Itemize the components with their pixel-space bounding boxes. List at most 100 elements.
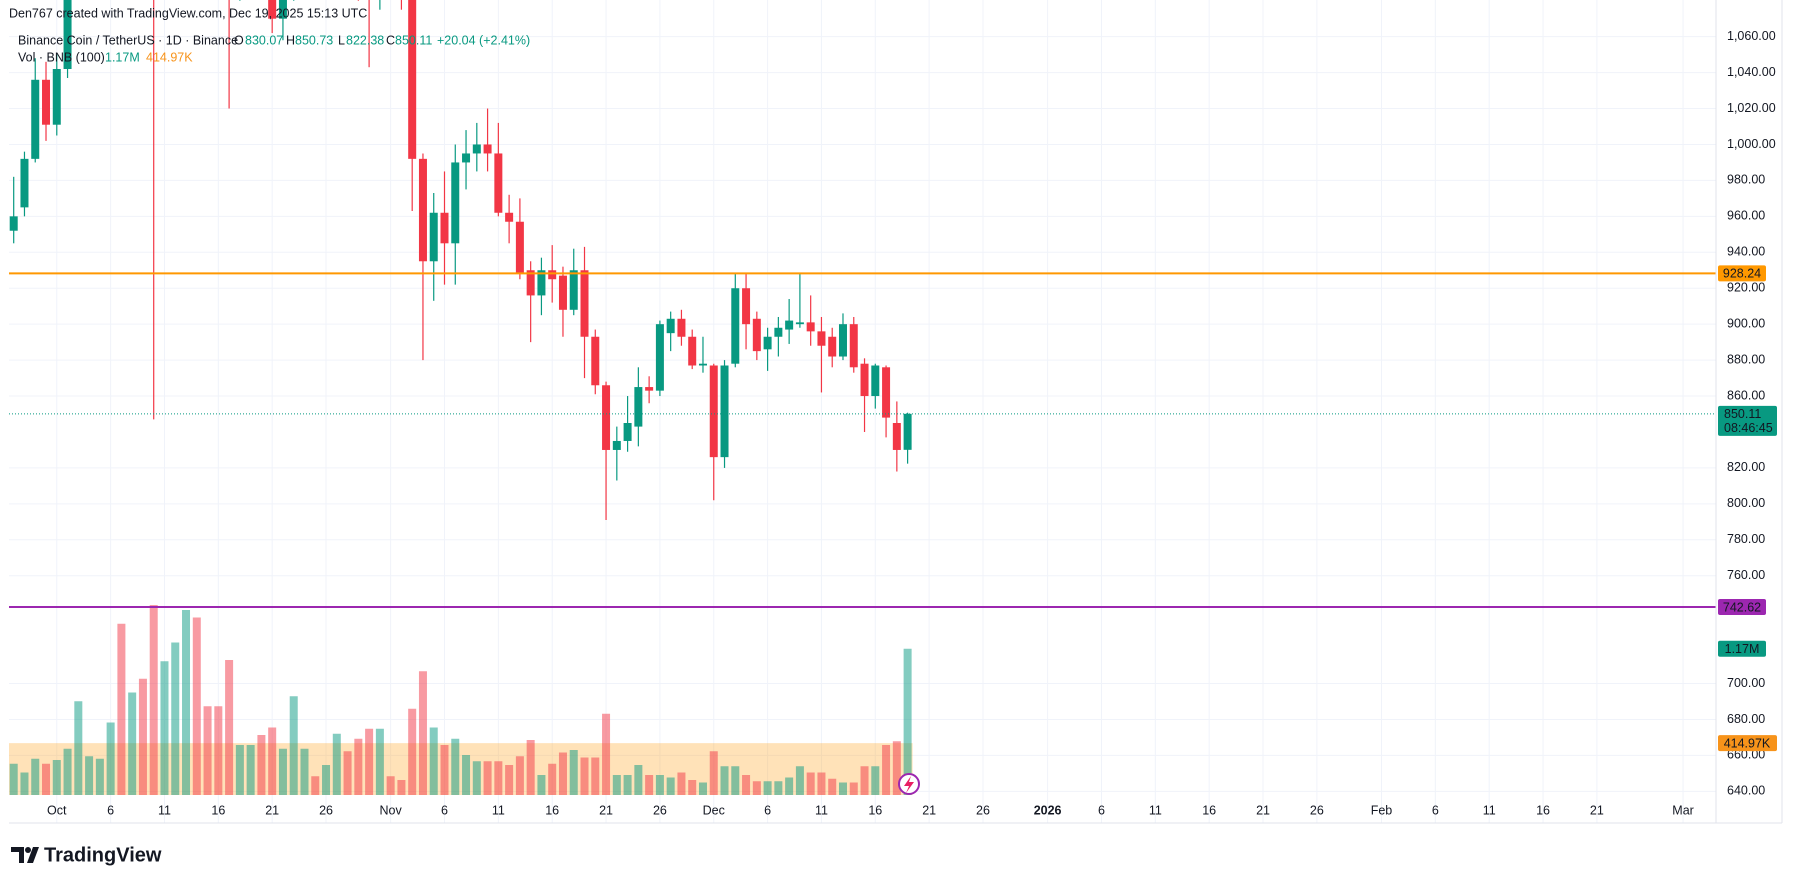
x-tick-label: 21: [1256, 803, 1270, 817]
volume-bar: [74, 701, 83, 795]
x-tick-label: 11: [1149, 803, 1162, 817]
candle-body: [882, 367, 891, 418]
candle-body: [817, 331, 826, 346]
attribution: Den767 created with TradingView.com, Dec…: [9, 6, 367, 20]
volume-bar: [785, 777, 794, 795]
volume-bar: [246, 745, 255, 795]
candle-body: [9, 216, 18, 231]
volume-bar: [31, 758, 40, 795]
candle-body: [634, 387, 643, 427]
candle-body: [526, 270, 535, 296]
volume-bar: [192, 617, 201, 795]
volume-ma-legend-value: 414.97K: [146, 50, 193, 64]
price-label: 742.62: [1723, 600, 1761, 614]
candle-body: [451, 162, 460, 244]
candle-body: [408, 0, 417, 159]
candle-body: [731, 288, 740, 364]
candle-body: [752, 318, 761, 352]
volume-bar: [289, 696, 298, 795]
volume-bar: [354, 738, 363, 795]
y-tick-label: 860.00: [1727, 388, 1765, 402]
candles: [9, 0, 912, 521]
volume-bar: [882, 745, 891, 795]
volume-bar: [300, 748, 309, 795]
legend-high: 850.73: [295, 33, 333, 47]
candle-body: [537, 270, 546, 296]
y-tick-label: 640.00: [1727, 784, 1765, 798]
volume-bar: [203, 706, 212, 795]
x-tick-label: 21: [599, 803, 613, 817]
volume-bar: [515, 756, 524, 795]
candle-body: [20, 158, 29, 208]
volume-bar: [838, 782, 847, 795]
candle-body: [505, 212, 514, 222]
volume-bar: [602, 713, 611, 795]
volume-bar: [537, 775, 546, 795]
candle-body: [548, 270, 557, 280]
volume-bar: [95, 758, 104, 795]
candle-body: [569, 270, 578, 310]
candle-body: [849, 324, 858, 368]
volume-bar: [483, 761, 492, 795]
x-tick-label: 6: [107, 803, 114, 817]
x-tick-label: 16: [1536, 803, 1550, 817]
legend-low-letter: L: [338, 33, 345, 47]
x-tick-label: 21: [265, 803, 279, 817]
volume-pane: [9, 605, 913, 795]
y-tick-label: 960.00: [1727, 209, 1765, 223]
candle-body: [677, 318, 686, 337]
candle-body: [709, 365, 718, 458]
candle-body: [278, 0, 287, 19]
legend-high-letter: H: [286, 33, 295, 47]
volume-bar: [171, 642, 180, 795]
brand-name: TradingView: [44, 844, 162, 866]
volume-bar: [375, 728, 384, 795]
symbol-title: Binance Coin / TetherUS · 1D · Binance: [18, 33, 238, 47]
x-tick-label: 26: [319, 803, 333, 817]
x-tick-label: 11: [158, 803, 171, 817]
volume-bar: [9, 763, 18, 795]
candle-body: [429, 212, 438, 262]
candle-body: [763, 336, 772, 350]
volume-ma-label-box: [1718, 735, 1777, 752]
x-tick-label: 16: [211, 803, 225, 817]
y-tick-label: 880.00: [1727, 352, 1765, 366]
volume-bar: [365, 728, 374, 795]
countdown-label: 08:46:45: [1724, 421, 1773, 435]
y-tick-label: 1,000.00: [1727, 137, 1776, 151]
volume-bar: [440, 745, 449, 795]
volume-bar: [20, 772, 29, 795]
volume-bar: [235, 745, 244, 795]
volume-bar: [278, 748, 287, 795]
candle-body: [774, 327, 783, 337]
candle-body: [871, 365, 880, 397]
candle-body: [655, 324, 664, 391]
legend-open-letter: O: [234, 33, 244, 47]
volume-bar: [160, 661, 169, 795]
volume-bar: [709, 751, 718, 795]
x-tick-label: 2026: [1034, 803, 1062, 817]
volume-bar: [85, 756, 94, 795]
volume-bar: [397, 780, 406, 795]
candle-body: [418, 158, 427, 262]
volume-bar: [763, 781, 772, 795]
volume-bar: [720, 766, 729, 795]
volume-title: Vol · BNB (100): [18, 50, 105, 64]
volume-bar: [322, 765, 331, 795]
candle-body: [838, 324, 847, 357]
candle-body: [903, 413, 912, 450]
volume-bar: [666, 777, 675, 795]
x-tick-label: Nov: [380, 803, 403, 817]
price-label-box: [1718, 598, 1766, 615]
x-tick-label: Mar: [1672, 803, 1694, 817]
candle-body: [806, 322, 815, 332]
y-tick-label: 920.00: [1727, 281, 1765, 295]
volume-bar: [903, 648, 912, 795]
candle-body: [42, 79, 51, 125]
x-tick-label: 21: [922, 803, 936, 817]
volume-bar: [214, 706, 223, 795]
volume-bar: [817, 772, 826, 795]
y-tick-label: 900.00: [1727, 316, 1765, 330]
